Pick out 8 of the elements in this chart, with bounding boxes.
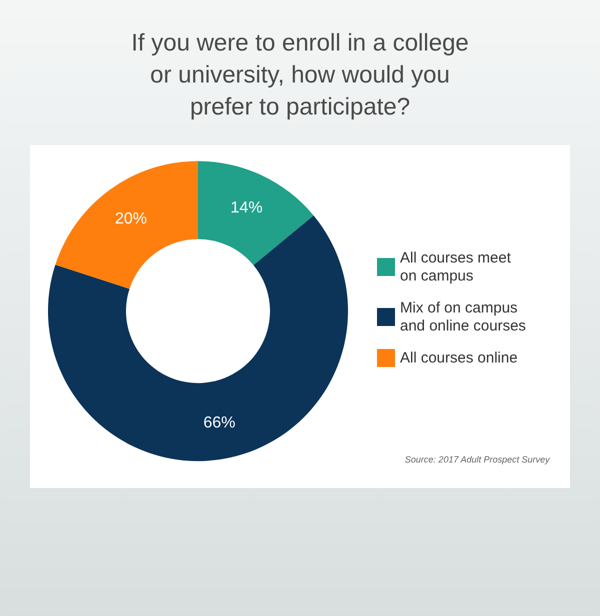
- source-note: Source: 2017 Adult Prospect Survey: [404, 454, 550, 464]
- legend-label: All courses meet on campus: [400, 250, 516, 284]
- chart-title: If you were to enroll in a college or university, how would you prefer to participate?: [131, 30, 469, 120]
- data-label: 20%: [114, 210, 148, 228]
- data-label: 66%: [203, 414, 236, 432]
- legend-label: Mix of on campus and online courses: [400, 300, 526, 334]
- legend-label: All courses online: [400, 350, 518, 366]
- data-label: 14%: [230, 199, 263, 216]
